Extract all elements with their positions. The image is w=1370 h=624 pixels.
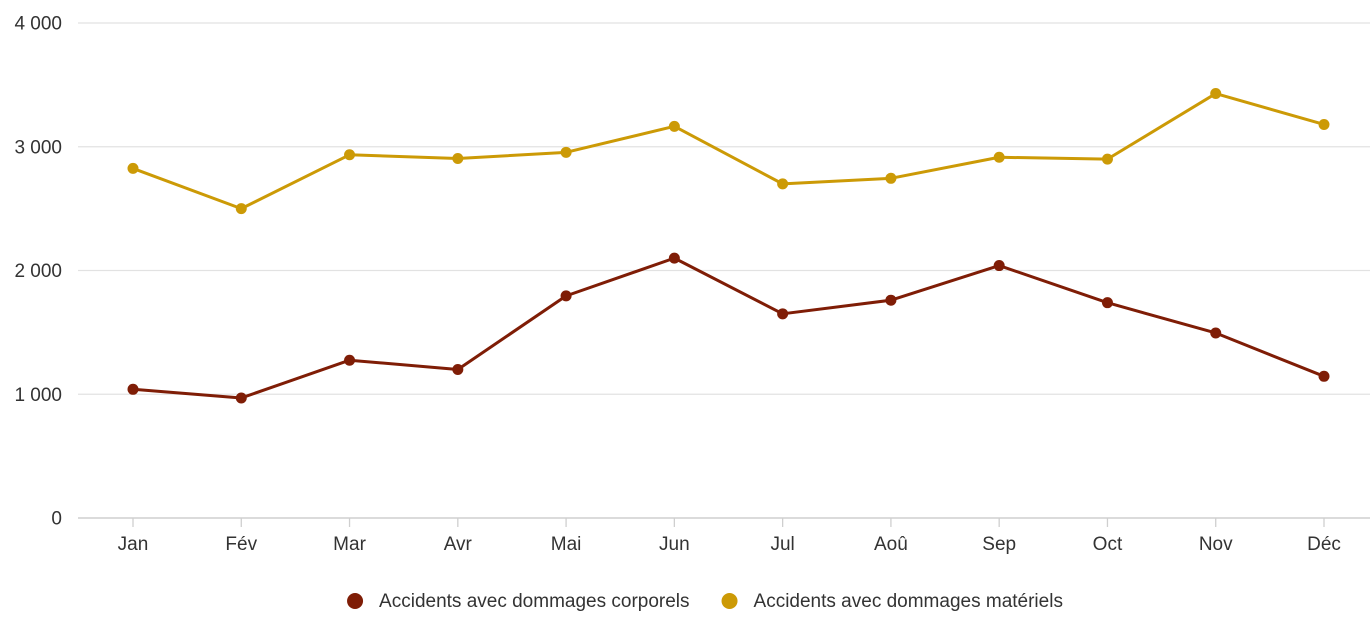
y-tick-label: 4 000: [14, 14, 62, 35]
series-1: [127, 252, 1330, 404]
x-tick-label: Nov: [1199, 534, 1233, 555]
data-point[interactable]: [993, 260, 1005, 272]
data-point[interactable]: [235, 392, 247, 404]
x-tick-label: Avr: [444, 534, 473, 555]
legend-label: Accidents avec dommages corporels: [379, 591, 689, 612]
x-tick-label: Déc: [1307, 534, 1341, 555]
data-point[interactable]: [560, 290, 572, 302]
series-line: [131, 92, 1326, 211]
data-point[interactable]: [1101, 153, 1113, 165]
data-point[interactable]: [1318, 118, 1330, 130]
data-point[interactable]: [1318, 370, 1330, 382]
legend-marker: [347, 593, 364, 609]
data-point[interactable]: [668, 252, 680, 264]
legend-marker: [721, 593, 738, 609]
data-point[interactable]: [668, 120, 680, 132]
x-tick-label: Fév: [225, 534, 257, 555]
series-line: [131, 256, 1326, 400]
y-tick-label: 1 000: [14, 385, 62, 406]
data-point[interactable]: [885, 294, 897, 306]
data-point[interactable]: [885, 172, 897, 184]
series-2: [127, 88, 1330, 215]
data-point[interactable]: [235, 203, 247, 215]
legend: Accidents avec dommages corporels Acciden…: [347, 591, 1063, 612]
data-point[interactable]: [1210, 88, 1222, 100]
x-tick-label: Sep: [982, 534, 1016, 555]
grid-layer: 0 1 000 2 000 3 000 4 000: [14, 14, 1370, 530]
x-axis: Jan Fév Mar Avr Mai Jun Jul Aoû Sep Oct Nov Déc: [78, 517, 1370, 555]
series-layer: [127, 88, 1330, 404]
data-point[interactable]: [1210, 327, 1222, 339]
x-tick-label: Jul: [770, 534, 794, 555]
data-point[interactable]: [1101, 297, 1113, 309]
data-point[interactable]: [452, 364, 464, 375]
x-tick-label: Mar: [333, 534, 366, 555]
x-tick-label: Mai: [551, 534, 582, 555]
data-point[interactable]: [452, 153, 464, 165]
data-point[interactable]: [344, 354, 356, 366]
data-point[interactable]: [777, 178, 789, 190]
data-point[interactable]: [777, 308, 789, 320]
x-tick-label: Oct: [1093, 534, 1123, 555]
y-tick-label: 3 000: [14, 137, 62, 158]
data-point[interactable]: [344, 149, 356, 161]
data-point[interactable]: [127, 383, 139, 395]
data-point[interactable]: [993, 151, 1005, 163]
data-point[interactable]: [560, 146, 572, 158]
legend-item[interactable]: Accidents avec dommages corporels: [347, 591, 690, 612]
y-tick-label: 0: [51, 509, 62, 530]
x-tick-label: Jun: [659, 534, 690, 555]
x-tick-label: Aoû: [874, 534, 908, 555]
x-tick-label: Jan: [118, 534, 149, 555]
legend-item[interactable]: Accidents avec dommages matériels: [721, 591, 1063, 612]
y-tick-label: 2 000: [14, 261, 62, 282]
legend-label: Accidents avec dommages matériels: [754, 591, 1063, 612]
data-point[interactable]: [127, 162, 139, 174]
